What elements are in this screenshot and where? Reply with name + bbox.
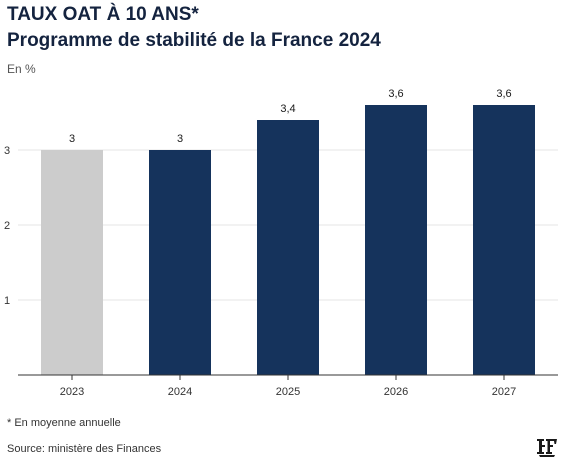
chart-title: TAUX OAT À 10 ANS* bbox=[7, 4, 199, 25]
footnote: * En moyenne annuelle bbox=[7, 417, 121, 429]
bar bbox=[149, 150, 211, 375]
bar bbox=[41, 150, 103, 375]
x-tick-label: 2023 bbox=[60, 386, 84, 398]
x-tick-label: 2024 bbox=[168, 386, 192, 398]
x-tick-label: 2027 bbox=[492, 386, 516, 398]
unit-label: En % bbox=[7, 62, 36, 76]
source-note: Source: ministère des Finances bbox=[7, 443, 162, 455]
x-tick-label: 2025 bbox=[276, 386, 300, 398]
data-label: 3 bbox=[177, 133, 183, 145]
bar bbox=[365, 105, 427, 375]
y-tick-label: 3 bbox=[4, 145, 10, 157]
y-tick-label: 2 bbox=[4, 220, 10, 232]
data-label: 3,6 bbox=[496, 88, 511, 100]
data-label: 3,4 bbox=[280, 103, 295, 115]
x-tick-label: 2026 bbox=[384, 386, 408, 398]
publisher-logo-icon bbox=[537, 439, 557, 457]
bar bbox=[257, 120, 319, 375]
data-label: 3 bbox=[69, 133, 75, 145]
bar bbox=[473, 105, 535, 375]
y-tick-label: 1 bbox=[4, 295, 10, 307]
chart-subtitle: Programme de stabilité de la France 2024 bbox=[7, 30, 381, 51]
data-label: 3,6 bbox=[388, 88, 403, 100]
